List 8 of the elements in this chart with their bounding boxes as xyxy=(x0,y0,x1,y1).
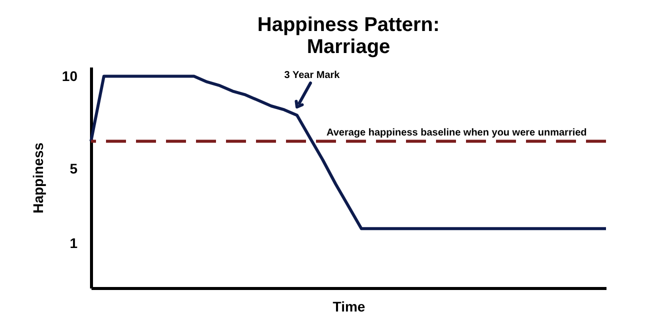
x-axis-title: Time xyxy=(332,298,366,314)
ref-line-label: Average happiness baseline when you were unmarried xyxy=(326,127,587,138)
annotation: 3 Year Mark xyxy=(284,70,340,81)
y-tick-label: 1 xyxy=(70,234,78,251)
chart-title: Happiness Pattern: Marriage xyxy=(257,14,440,58)
y-tick-label: 5 xyxy=(70,160,78,177)
y-tick-label: 10 xyxy=(62,68,78,84)
y-axis-title: Happiness xyxy=(30,142,46,214)
